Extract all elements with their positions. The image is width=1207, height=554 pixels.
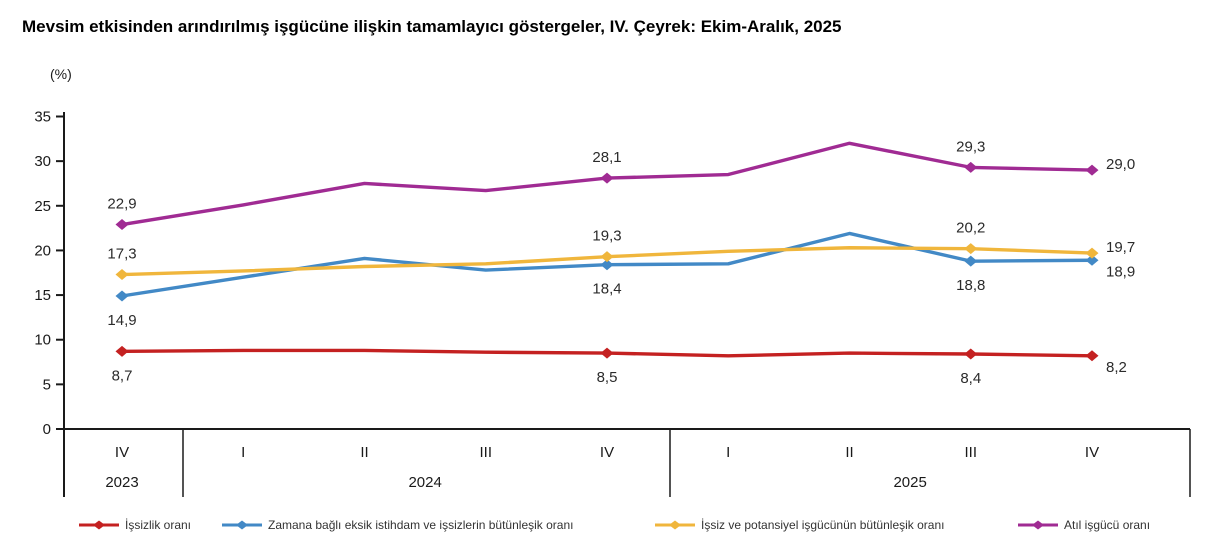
legend-label: İşsiz ve potansiyel işgücünün bütünleşik… [701,518,945,532]
data-point-marker [964,243,978,255]
x-quarter-label: IV [1085,444,1099,461]
data-point-marker [1085,247,1099,259]
x-year-label: 2025 [893,474,926,491]
y-tick-label: 15 [34,287,51,304]
data-point-label: 8,7 [112,367,133,384]
chart-legend: İşsizlik oranı Zamana bağlı eksik istihda… [0,518,1207,538]
data-point-label: 20,2 [956,220,985,237]
y-tick-label: 25 [34,198,51,215]
x-quarter-label: III [964,444,977,461]
x-year-label: 2024 [408,474,441,491]
y-tick-label: 35 [34,109,51,126]
data-point-label: 22,9 [107,196,136,213]
data-point-marker [964,348,978,360]
x-quarter-label: III [479,444,492,461]
x-quarter-label: II [845,444,853,461]
legend-swatch [1018,520,1058,530]
data-point-marker [1085,254,1099,266]
data-point-label: 29,3 [956,138,985,155]
data-point-marker [115,269,129,281]
x-quarter-label: II [360,444,368,461]
x-quarter-label: IV [600,444,614,461]
data-point-label: 18,9 [1106,263,1135,280]
data-point-marker [115,290,129,302]
data-point-marker [600,259,614,271]
legend-label: Atıl işgücü oranı [1064,518,1151,532]
y-tick-label: 20 [34,242,51,259]
x-quarter-label: I [241,444,245,461]
data-point-marker [1085,350,1099,362]
x-quarter-label: I [726,444,730,461]
data-point-label: 18,8 [956,277,985,294]
data-point-label: 19,3 [592,228,621,245]
y-tick-label: 30 [34,153,51,170]
legend-swatch [222,520,262,530]
data-point-marker [115,219,129,231]
legend-label: Zamana bağlı eksik istihdam ve işsizleri… [268,518,574,532]
legend-item: Atıl işgücü oranı [1018,518,1150,532]
data-point-label: 8,2 [1106,359,1127,376]
data-point-label: 17,3 [107,246,136,263]
y-tick-label: 0 [43,421,51,438]
x-quarter-label: IV [115,444,129,461]
data-point-marker [1085,164,1099,176]
data-point-label: 18,4 [592,281,621,298]
data-point-label: 29,0 [1106,156,1135,173]
data-point-label: 19,7 [1106,239,1135,256]
legend-swatch [655,520,695,530]
y-tick-label: 10 [34,332,51,349]
data-point-label: 8,5 [597,369,618,386]
data-point-marker [115,345,129,357]
data-point-label: 28,1 [592,149,621,166]
data-point-marker [600,347,614,359]
y-tick-label: 5 [43,376,51,393]
data-point-marker [964,255,978,267]
x-year-label: 2023 [105,474,138,491]
legend-label: İşsizlik oranı [125,518,192,532]
legend-item: Zamana bağlı eksik istihdam ve işsizleri… [222,518,573,532]
data-point-marker [964,161,978,173]
legend-swatch [79,520,119,530]
data-point-marker [600,172,614,184]
data-point-label: 8,4 [960,370,981,387]
chart-title: Mevsim etkisinden arındırılmış işgücüne … [22,17,842,36]
legend-item: İşsizlik oranı [79,518,191,532]
legend-item: İşsiz ve potansiyel işgücünün bütünleşik… [655,518,944,532]
data-point-marker [600,251,614,263]
y-axis-unit-label: (%) [50,66,72,82]
data-point-label: 14,9 [107,312,136,329]
